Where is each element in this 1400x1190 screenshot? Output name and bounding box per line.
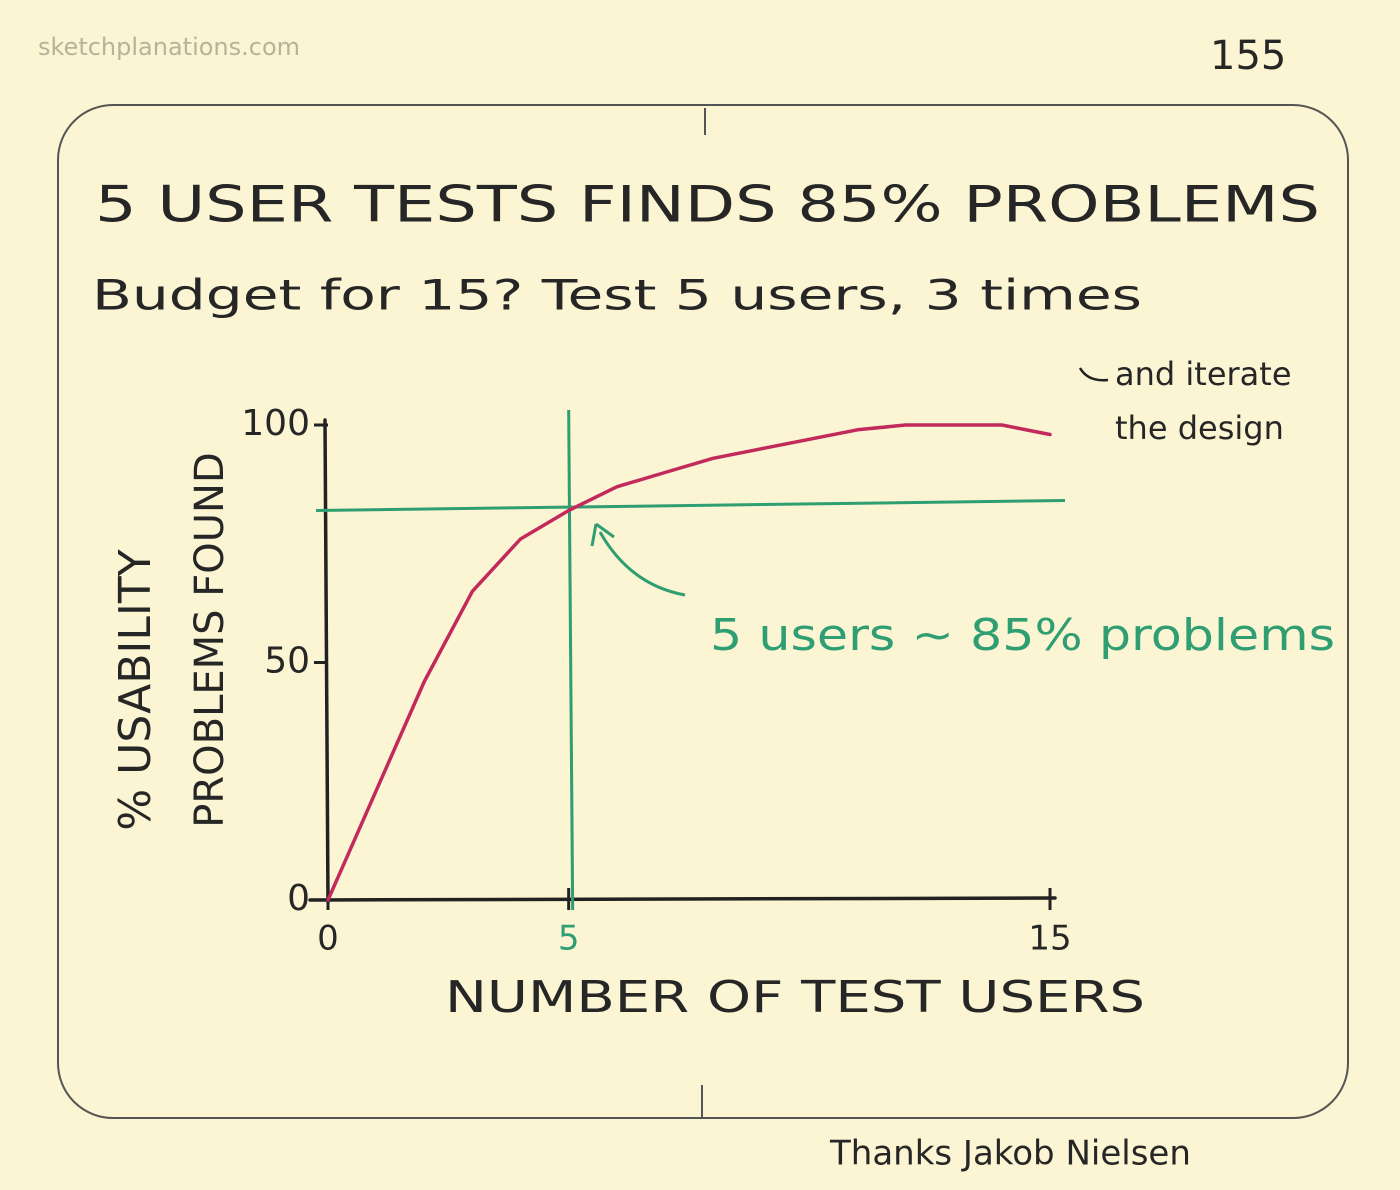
page-number: 155 — [1210, 33, 1286, 79]
x-axis — [308, 896, 1057, 902]
chart-subtitle: Budget for 15? Test 5 users, 3 times — [92, 271, 1142, 320]
chart-title: 5 USER TESTS FINDS 85% PROBLEMS — [95, 176, 1320, 234]
credit: Thanks Jakob Nielsen — [829, 1134, 1191, 1174]
x-axis-label: NUMBER OF TEST USERS — [445, 972, 1145, 1023]
annotation: the design — [1115, 409, 1284, 447]
x-tick-label: 15 — [1028, 919, 1071, 959]
reference-line — [567, 409, 575, 911]
data-line — [326, 423, 1052, 902]
frame — [57, 104, 1349, 1119]
y-tick-label: 0 — [287, 878, 310, 919]
callout: 5 users ~ 85% problems — [710, 610, 1335, 661]
callout-arrowhead — [590, 522, 615, 547]
x-tick-label: 0 — [317, 919, 339, 959]
note-arrow — [1078, 367, 1109, 382]
y-tick-label: 100 — [241, 403, 310, 444]
x-tick-label: 5 — [558, 919, 580, 959]
watermark: sketchplanations.com — [38, 33, 300, 61]
y-axis-label: % USABILITY — [110, 549, 161, 830]
annotation: and iterate — [1115, 355, 1292, 393]
reference-line — [315, 499, 1066, 512]
y-axis-label: PROBLEMS FOUND — [187, 452, 233, 828]
callout-arrow — [598, 531, 686, 597]
y-tick-label: 50 — [264, 641, 310, 682]
